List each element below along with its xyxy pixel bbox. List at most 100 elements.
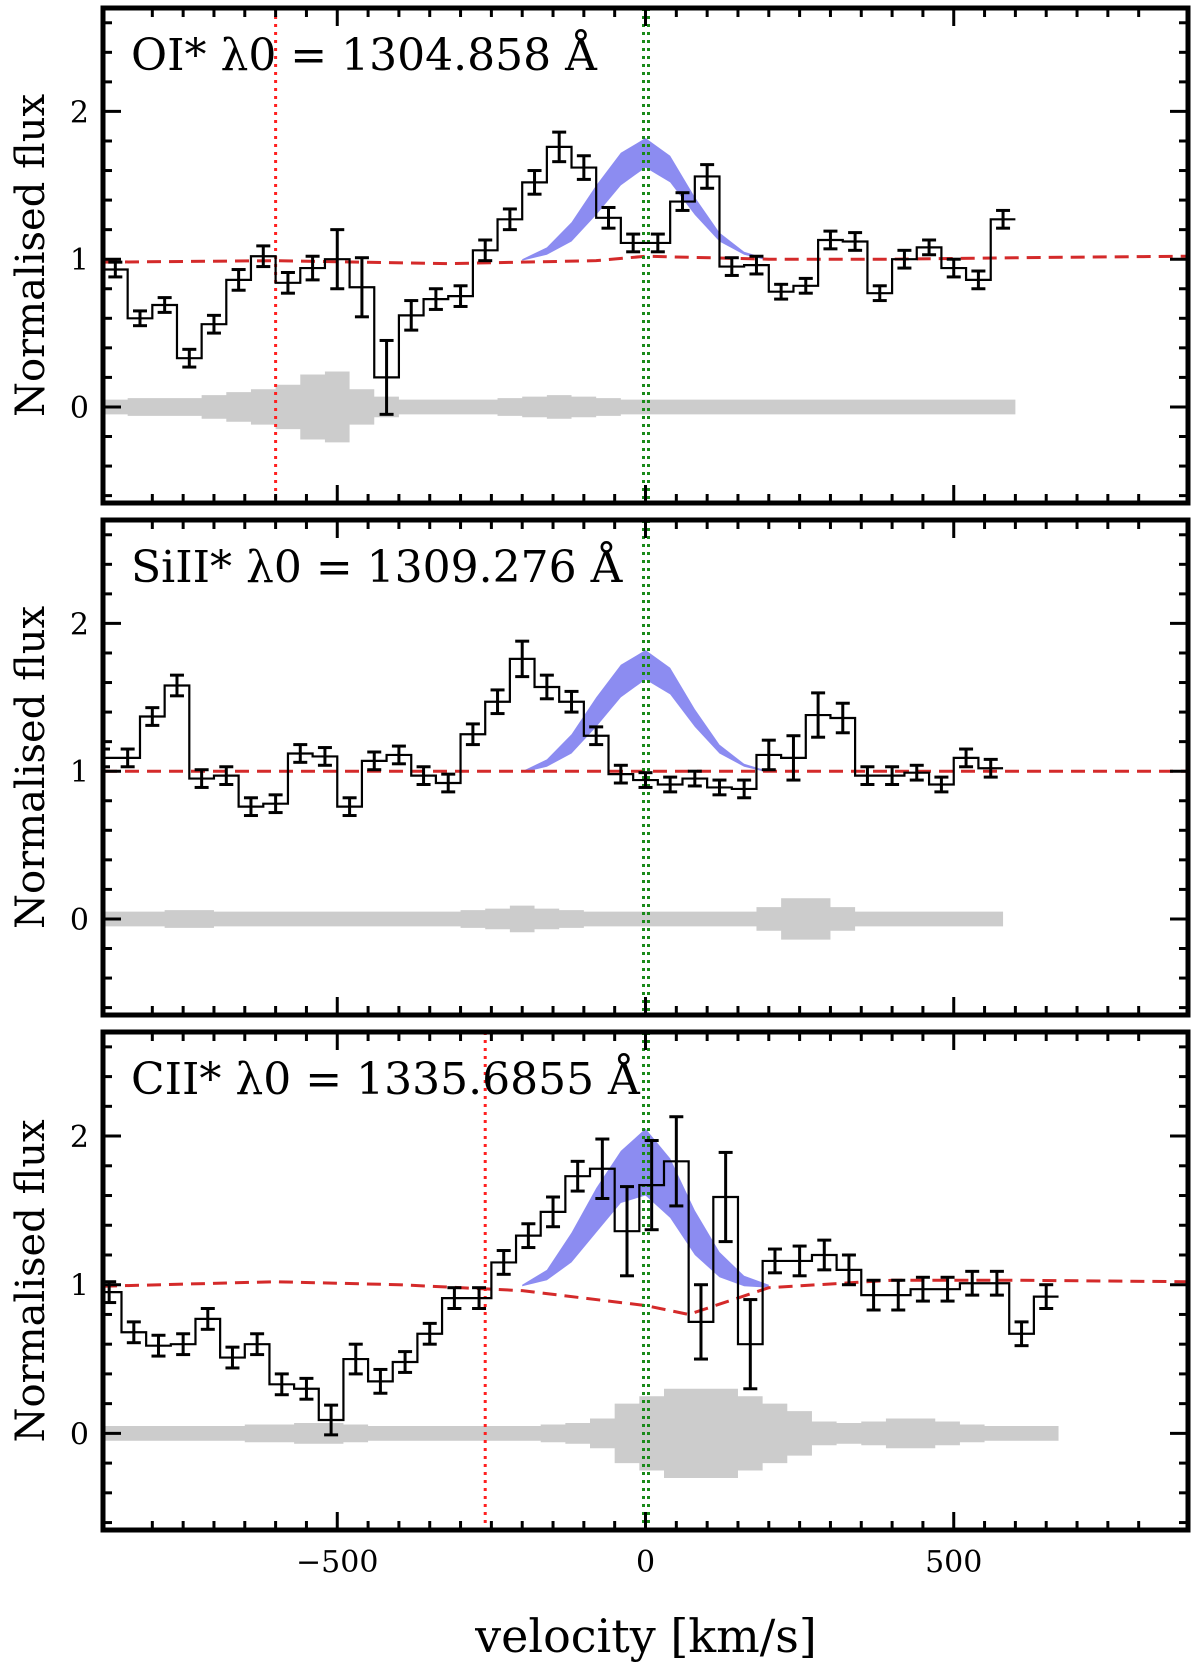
error-bar: [700, 163, 715, 190]
error-bar: [317, 746, 332, 767]
error-band: [103, 1388, 1059, 1478]
panel-title: OI* λ0 = 1304.858 Å: [131, 28, 598, 81]
error-bar: [194, 768, 209, 789]
error-bar: [157, 296, 172, 314]
y-tick-label: 0: [70, 391, 89, 426]
error-bar: [391, 744, 406, 766]
error-bar: [712, 778, 727, 797]
error-bar: [354, 256, 369, 319]
flux-step-line: [103, 1160, 1059, 1422]
panel-title: SiII* λ0 = 1309.276 Å: [131, 540, 624, 593]
error-bar: [792, 1244, 807, 1278]
error-bar: [103, 747, 110, 769]
error-bar: [650, 232, 665, 254]
error-bar: [915, 1275, 930, 1303]
error-bar: [959, 747, 974, 769]
error-bar: [145, 706, 160, 727]
error-bar: [669, 1115, 684, 1208]
error-bar: [250, 1332, 265, 1357]
error-bar: [373, 1367, 388, 1395]
error-bar: [885, 765, 900, 786]
error-bar: [922, 238, 937, 257]
panel-frame: [100, 1029, 1191, 1533]
error-bar: [570, 1159, 585, 1193]
error-bar: [872, 284, 887, 303]
error-bar: [478, 238, 493, 263]
error-bar: [108, 260, 123, 279]
error-bar: [151, 1333, 166, 1358]
error-bar: [219, 765, 234, 786]
error-bar: [324, 1403, 339, 1437]
error-bar: [817, 1238, 832, 1272]
error-bar: [743, 1298, 758, 1391]
panel-frame: [100, 5, 1191, 506]
continuum-line: [103, 254, 1188, 266]
error-bar: [398, 1350, 413, 1374]
error-bar: [200, 1307, 215, 1331]
error-bar: [749, 254, 764, 276]
error-bar: [564, 689, 579, 714]
error-bar: [132, 309, 147, 328]
error-bar: [502, 207, 517, 232]
error-bar: [299, 1376, 314, 1401]
error-bar: [126, 1320, 141, 1345]
error-bar: [718, 1150, 733, 1244]
panel-1: 0 1 2 Normalised flux OI* λ0 = 1304.858 Å: [8, 5, 1191, 506]
panels: 0 1 2 Normalised flux OI* λ0 = 1304.858 Å 0 1 2…: [8, 5, 1191, 1580]
error-bar: [687, 769, 702, 788]
error-bar: [811, 691, 826, 739]
error-bar: [638, 771, 653, 789]
panel-frame: [100, 517, 1191, 1018]
error-bar: [546, 1195, 561, 1229]
error-bar: [496, 1249, 511, 1276]
error-bar: [453, 284, 468, 308]
error-bar: [176, 1332, 191, 1357]
error-bar: [206, 313, 221, 335]
x-axis-label: velocity [km/s]: [474, 1609, 817, 1663]
error-bar: [798, 276, 813, 295]
y-tick-label: 2: [70, 95, 89, 130]
error-bar: [644, 1139, 659, 1232]
error-bar: [169, 673, 184, 698]
y-tick-label: 2: [70, 607, 89, 642]
error-bar: [767, 1247, 782, 1275]
error-bar: [601, 205, 616, 230]
error-bar: [422, 1321, 437, 1346]
error-bar: [848, 231, 863, 252]
error-bar: [693, 1283, 708, 1361]
error-bar: [416, 765, 431, 786]
y-tick-label: 0: [70, 903, 89, 938]
error-bar: [490, 688, 505, 716]
y-axis-label: Normalised flux: [8, 94, 54, 418]
error-bar: [576, 154, 591, 181]
error-bar: [367, 750, 382, 772]
model-band: [522, 1128, 769, 1288]
error-bar: [774, 282, 789, 301]
error-bar: [515, 639, 530, 679]
continuum-line: [103, 1278, 1188, 1316]
error-bar: [521, 1222, 536, 1250]
error-bar: [256, 244, 271, 269]
error-bar: [909, 763, 924, 782]
flux-step-line: [103, 145, 1016, 379]
error-bar: [280, 270, 295, 295]
error-bar: [182, 347, 197, 369]
x-tick-label: 0: [636, 1545, 655, 1580]
error-bar: [231, 268, 246, 292]
error-bar: [348, 1342, 363, 1376]
error-bar: [841, 1253, 856, 1287]
error-bar: [891, 1278, 906, 1312]
panel-title: CII* λ0 = 1335.6855 Å: [131, 1052, 641, 1105]
error-bar: [589, 725, 604, 747]
error-bar: [940, 1275, 955, 1303]
error-bar: [626, 232, 641, 254]
error-bar: [527, 169, 542, 196]
y-tick-label: 0: [70, 1417, 89, 1452]
error-bar: [835, 701, 850, 735]
error-bar: [342, 796, 357, 818]
model-band: [522, 138, 769, 261]
plot-area: [103, 520, 1188, 1015]
error-bar: [786, 734, 801, 782]
error-bar: [996, 208, 1011, 230]
